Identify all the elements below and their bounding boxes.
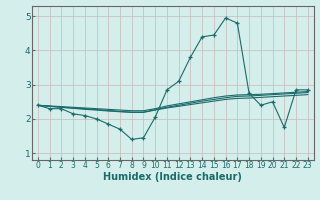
X-axis label: Humidex (Indice chaleur): Humidex (Indice chaleur) (103, 172, 242, 182)
